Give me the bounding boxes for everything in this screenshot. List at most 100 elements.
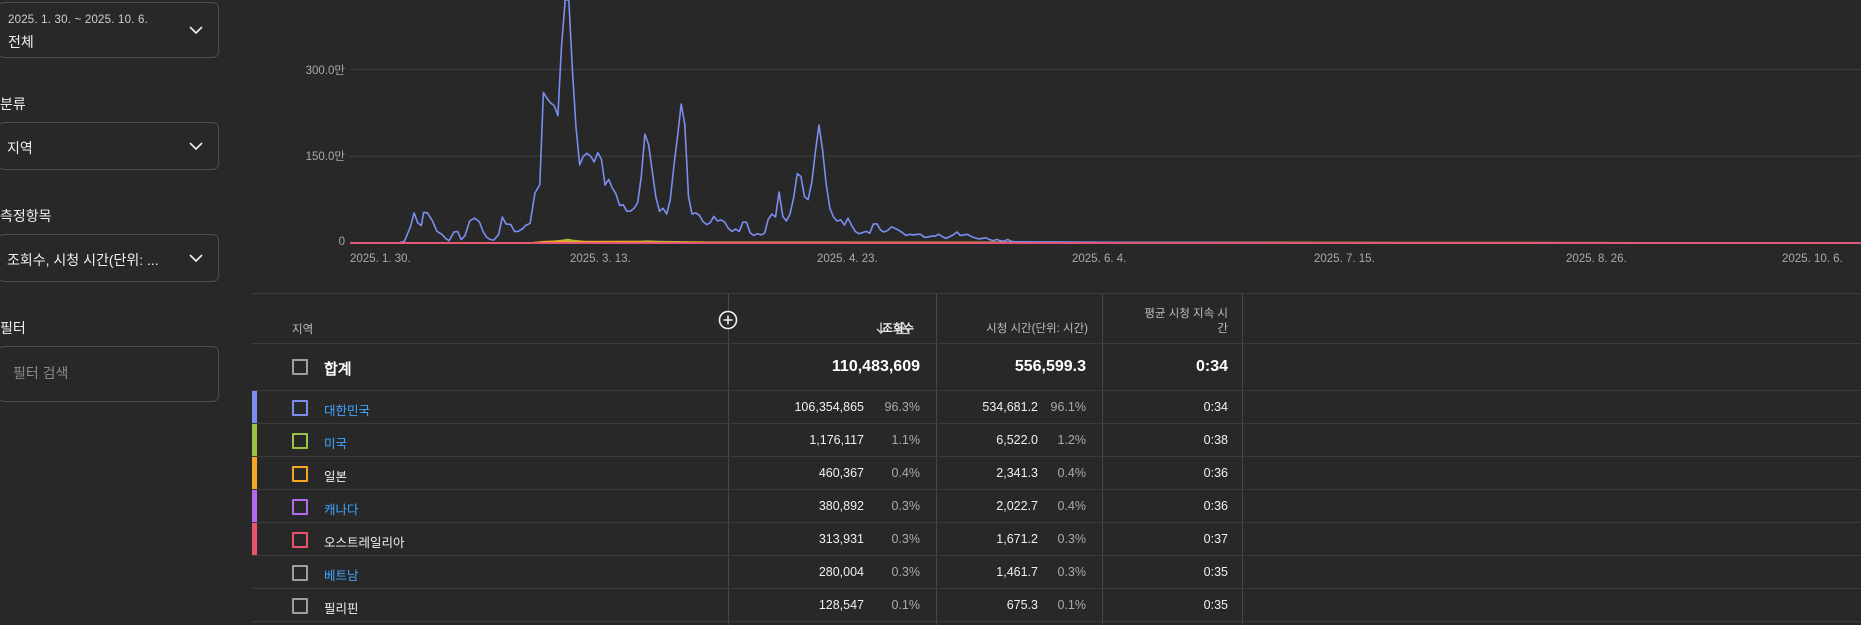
column-divider bbox=[1242, 294, 1243, 625]
column-header-views[interactable]: 조회수 bbox=[882, 323, 914, 335]
table-header: 지역 조회수 시청 시간(단위: 시간) 평균 시청 지속 시 간 bbox=[252, 294, 1861, 344]
metrics-dropdown[interactable]: 조회수, 시청 시간(단위: ... bbox=[0, 234, 219, 282]
avg-duration-value: 0:36 bbox=[1203, 499, 1228, 513]
row-checkbox[interactable] bbox=[292, 499, 308, 515]
column-divider bbox=[1102, 294, 1103, 625]
row-checkbox[interactable] bbox=[292, 532, 308, 548]
views-percent: 1.1% bbox=[891, 433, 921, 447]
row-name: 오스트레일리아 bbox=[324, 536, 405, 550]
views-percent: 0.4% bbox=[891, 466, 921, 480]
table-row-total: 합계 110,483,609 556,599.3 0:34 bbox=[252, 344, 1861, 391]
row-checkbox[interactable] bbox=[292, 400, 308, 416]
chevron-down-icon bbox=[189, 26, 203, 35]
watch-time-value: 1,671.2 bbox=[996, 532, 1038, 546]
column-header-avg-duration-line2[interactable]: 간 bbox=[1217, 323, 1228, 335]
breakdown-value: 지역 bbox=[7, 140, 33, 156]
column-divider bbox=[728, 294, 729, 625]
series-color-bar bbox=[252, 391, 257, 423]
row-checkbox[interactable] bbox=[292, 466, 308, 482]
table-row: 일본 460,367 0.4% 2,341.3 0.4% 0:36 bbox=[252, 457, 1861, 490]
x-tick-label: 2025. 8. 26. bbox=[1566, 253, 1627, 265]
warning-icon[interactable] bbox=[896, 321, 910, 335]
views-value: 110,483,609 bbox=[831, 358, 920, 375]
row-name[interactable]: 캐나다 bbox=[324, 503, 359, 517]
watch-time-value: 556,599.3 bbox=[1014, 358, 1086, 375]
filter-label: 필터 bbox=[0, 320, 26, 336]
watch-time-percent: 0.4% bbox=[1057, 499, 1087, 513]
avg-duration-value: 0:34 bbox=[1195, 358, 1228, 375]
table-row: 필리핀 128,547 0.1% 675.3 0.1% 0:35 bbox=[252, 589, 1861, 622]
table-row: 대한민국 106,354,865 96.3% 534,681.2 96.1% 0:34 bbox=[252, 391, 1861, 424]
x-tick-label: 2025. 7. 15. bbox=[1314, 253, 1375, 265]
column-header-region[interactable]: 지역 bbox=[292, 324, 314, 336]
sort-descending-icon[interactable] bbox=[874, 321, 888, 335]
row-name[interactable]: 대한민국 bbox=[324, 404, 371, 418]
table-row: 오스트레일리아 313,931 0.3% 1,671.2 0.3% 0:37 bbox=[252, 523, 1861, 556]
series-color-bar bbox=[252, 523, 257, 555]
date-range-value: 전체 bbox=[8, 34, 34, 50]
watch-time-percent: 0.1% bbox=[1057, 598, 1087, 612]
line-chart: 300.0만 150.0만 0 2025. 1. 30. 2025. 3. 13… bbox=[250, 0, 1861, 290]
avg-duration-value: 0:35 bbox=[1203, 565, 1228, 579]
x-tick-label: 2025. 4. 23. bbox=[817, 253, 878, 265]
series-color-bar bbox=[252, 490, 257, 522]
checkbox-total[interactable] bbox=[292, 359, 308, 375]
metrics-value: 조회수, 시청 시간(단위: ... bbox=[7, 252, 159, 268]
column-header-avg-duration-line1[interactable]: 평균 시청 지속 시 bbox=[1144, 308, 1228, 320]
views-value: 460,367 bbox=[818, 466, 864, 480]
row-name[interactable]: 베트남 bbox=[324, 569, 359, 583]
row-checkbox[interactable] bbox=[292, 565, 308, 581]
metrics-label: 측정항목 bbox=[0, 208, 52, 224]
watch-time-value: 6,522.0 bbox=[996, 433, 1038, 447]
views-percent: 0.3% bbox=[891, 499, 921, 513]
views-value: 313,931 bbox=[818, 532, 864, 546]
avg-duration-value: 0:36 bbox=[1203, 466, 1228, 480]
views-value: 280,004 bbox=[818, 565, 864, 579]
row-checkbox[interactable] bbox=[292, 598, 308, 614]
views-value: 106,354,865 bbox=[794, 400, 864, 414]
filter-search-input[interactable] bbox=[13, 365, 203, 381]
avg-duration-value: 0:34 bbox=[1203, 400, 1228, 414]
x-tick-label: 2025. 3. 13. bbox=[570, 253, 631, 265]
x-tick-label: 2025. 10. 6. bbox=[1782, 253, 1843, 265]
avg-duration-value: 0:38 bbox=[1203, 433, 1228, 447]
date-range-text: 2025. 1. 30. ~ 2025. 10. 6. bbox=[8, 14, 148, 26]
table-row: 미국 1,176,117 1.1% 6,522.0 1.2% 0:38 bbox=[252, 424, 1861, 457]
y-tick-label: 300.0만 bbox=[305, 65, 345, 77]
row-name: 합계 bbox=[324, 361, 352, 378]
series-color-bar bbox=[252, 457, 257, 489]
views-percent: 0.3% bbox=[891, 532, 921, 546]
watch-time-percent: 0.4% bbox=[1057, 466, 1087, 480]
breakdown-label: 분류 bbox=[0, 96, 26, 112]
avg-duration-value: 0:37 bbox=[1203, 532, 1228, 546]
date-range-dropdown[interactable]: 2025. 1. 30. ~ 2025. 10. 6. 전체 bbox=[0, 2, 219, 58]
watch-time-percent: 96.1% bbox=[1050, 400, 1086, 414]
add-column-icon[interactable] bbox=[718, 310, 738, 330]
left-panel: 2025. 1. 30. ~ 2025. 10. 6. 전체 분류 지역 측정항… bbox=[0, 0, 230, 625]
watch-time-percent: 0.3% bbox=[1057, 565, 1087, 579]
x-tick-label: 2025. 1. 30. bbox=[350, 253, 411, 265]
row-name: 필리핀 bbox=[324, 602, 359, 616]
table-row: 베트남 280,004 0.3% 1,461.7 0.3% 0:35 bbox=[252, 556, 1861, 589]
column-header-watch-time[interactable]: 시청 시간(단위: 시간) bbox=[986, 323, 1088, 335]
row-name[interactable]: 미국 bbox=[324, 437, 348, 451]
watch-time-value: 1,461.7 bbox=[996, 565, 1038, 579]
watch-time-value: 2,341.3 bbox=[996, 466, 1038, 480]
row-checkbox[interactable] bbox=[292, 433, 308, 449]
y-tick-label: 0 bbox=[338, 236, 345, 248]
chevron-down-icon bbox=[189, 142, 203, 151]
avg-duration-value: 0:35 bbox=[1203, 598, 1228, 612]
breakdown-dropdown[interactable]: 지역 bbox=[0, 122, 219, 170]
views-percent: 0.1% bbox=[891, 598, 921, 612]
chart-canvas bbox=[350, 0, 1861, 244]
metrics-table: 지역 조회수 시청 시간(단위: 시간) 평균 시청 지속 시 간 합계 110,… bbox=[252, 293, 1861, 625]
watch-time-value: 2,022.7 bbox=[996, 499, 1038, 513]
row-name: 일본 bbox=[324, 470, 348, 484]
column-divider bbox=[936, 294, 937, 625]
chevron-down-icon bbox=[189, 254, 203, 263]
watch-time-value: 675.3 bbox=[1006, 598, 1038, 612]
watch-time-percent: 1.2% bbox=[1057, 433, 1087, 447]
filter-box bbox=[0, 346, 219, 402]
views-percent: 0.3% bbox=[891, 565, 921, 579]
watch-time-value: 534,681.2 bbox=[982, 400, 1038, 414]
